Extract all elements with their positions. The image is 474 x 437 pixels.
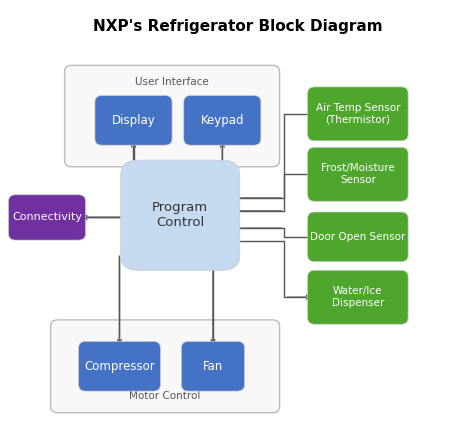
- FancyBboxPatch shape: [182, 341, 245, 391]
- FancyBboxPatch shape: [64, 66, 280, 167]
- FancyBboxPatch shape: [121, 160, 240, 270]
- Text: Display: Display: [112, 114, 155, 127]
- Text: Compressor: Compressor: [84, 360, 155, 373]
- Text: Connectivity: Connectivity: [12, 212, 82, 222]
- Text: Motor Control: Motor Control: [129, 391, 201, 401]
- FancyBboxPatch shape: [79, 341, 160, 391]
- FancyBboxPatch shape: [308, 87, 408, 141]
- Text: Air Temp Sensor
(Thermistor): Air Temp Sensor (Thermistor): [316, 103, 400, 125]
- Text: Fan: Fan: [203, 360, 223, 373]
- Text: Keypad: Keypad: [201, 114, 244, 127]
- FancyBboxPatch shape: [9, 195, 86, 240]
- Text: Water/Ice
Dispenser: Water/Ice Dispenser: [332, 286, 384, 308]
- Text: Frost/Moisture
Sensor: Frost/Moisture Sensor: [321, 163, 395, 185]
- Text: NXP's Refrigerator Block Diagram: NXP's Refrigerator Block Diagram: [93, 19, 383, 34]
- FancyBboxPatch shape: [51, 320, 280, 413]
- FancyBboxPatch shape: [95, 96, 172, 145]
- Text: Door Open Sensor: Door Open Sensor: [310, 232, 406, 242]
- FancyBboxPatch shape: [308, 270, 408, 324]
- Text: User Interface: User Interface: [135, 77, 209, 87]
- FancyBboxPatch shape: [308, 212, 408, 262]
- FancyBboxPatch shape: [184, 96, 261, 145]
- Text: Program
Control: Program Control: [152, 201, 208, 229]
- FancyBboxPatch shape: [308, 147, 408, 201]
